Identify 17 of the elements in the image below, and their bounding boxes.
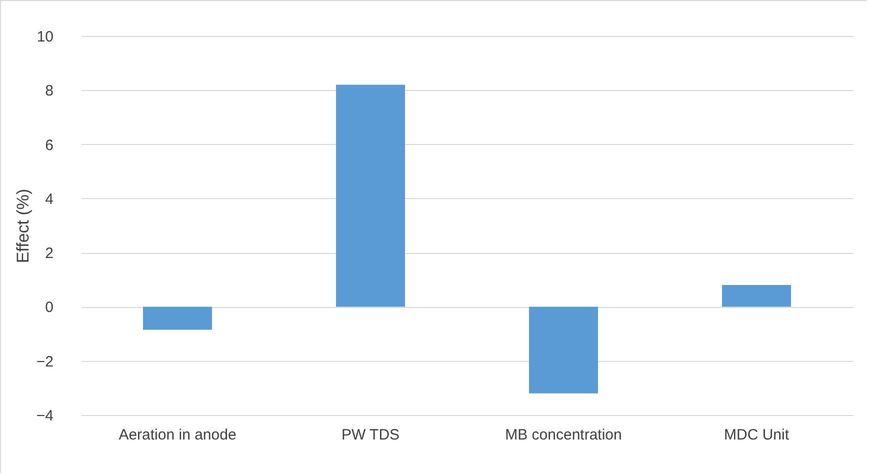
x-tick-label: MB concentration [505,426,622,444]
y-axis-title: Effect (%) [13,188,32,264]
x-tick-label: Aeration in anode [118,426,236,444]
y-tick-label: 0 [45,299,54,316]
x-tick-label: PW TDS [341,426,400,444]
y-tick-label: 6 [45,136,54,154]
bar [143,306,212,330]
bar [722,285,791,307]
y-tick-label: −4 [36,408,54,424]
bar [336,84,405,307]
x-tick-label: MDC Unit [724,426,790,444]
y-tick-label: 2 [45,245,54,262]
y-tick-label: 4 [45,190,54,208]
y-tick-label: 8 [45,82,54,100]
bar [529,306,598,394]
y-tick-label: 10 [36,28,54,46]
y-tick-label: −2 [36,353,54,370]
